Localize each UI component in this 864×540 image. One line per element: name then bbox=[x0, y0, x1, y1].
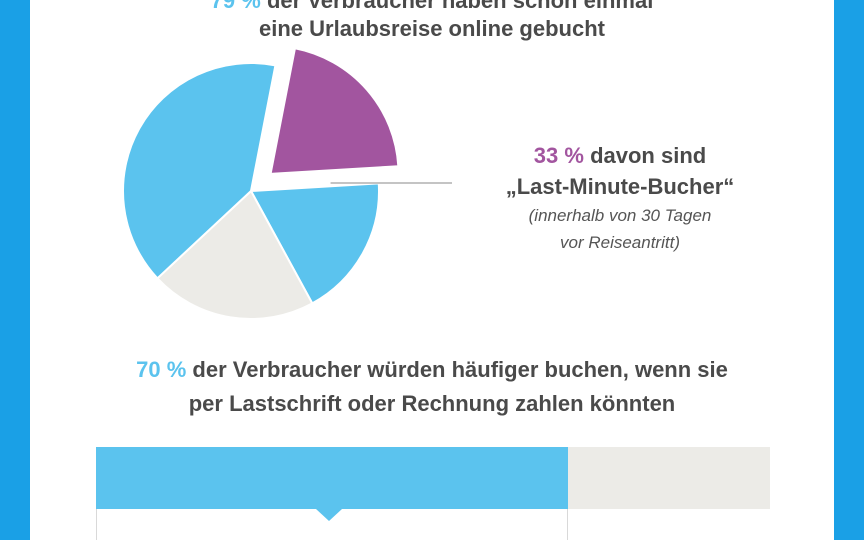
headline-text: der Verbraucher haben schon einmal bbox=[266, 0, 654, 13]
callout-line-4: vor Reiseantritt) bbox=[560, 233, 680, 252]
callout-line-3: (innerhalb von 30 Tagen bbox=[528, 206, 712, 225]
bar-track bbox=[96, 447, 770, 509]
bar-fill bbox=[96, 447, 568, 509]
infographic-panel: 79 % der Verbraucher haben schon einmal … bbox=[30, 0, 834, 540]
pie-slice-3 bbox=[155, 189, 314, 320]
stat2-line-2: per Lastschrift oder Rechnung zahlen kön… bbox=[188, 391, 676, 416]
headline-line-1: 79 % der Verbraucher haben schon einmal bbox=[30, 0, 834, 14]
headline-line-2: eine Urlaubsreise online gebucht bbox=[259, 16, 605, 41]
callout-text: davon sind bbox=[590, 143, 707, 168]
stat2-percent: 70 % bbox=[136, 357, 187, 382]
pie-chart bbox=[122, 47, 452, 320]
callout-line-1: 33 % davon sind bbox=[450, 140, 790, 171]
callout-percent: 33 % bbox=[533, 143, 584, 168]
stat2-line-1: 70 % der Verbraucher würden häufiger buc… bbox=[30, 353, 834, 387]
pie-slices bbox=[122, 47, 400, 320]
headline-percent: 79 % bbox=[210, 0, 261, 13]
pie-callout: 33 % davon sind „Last-Minute-Bucher“ (in… bbox=[450, 140, 790, 256]
pie-slice-1 bbox=[269, 47, 400, 175]
stat2-text: der Verbraucher würden häufiger buchen, … bbox=[192, 357, 728, 382]
bar-pointer-notch bbox=[316, 509, 342, 521]
pie-slice-2 bbox=[249, 182, 380, 305]
pie-slice-4 bbox=[122, 62, 277, 280]
callout-line-2: „Last-Minute-Bucher“ bbox=[505, 174, 735, 199]
